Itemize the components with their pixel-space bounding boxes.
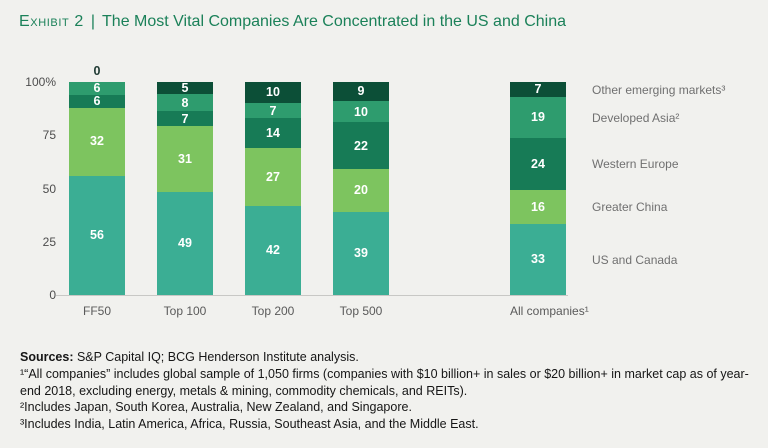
legend-western-europe: Western Europe [592, 156, 679, 171]
segment-value: 33 [531, 252, 545, 267]
bar-top-100: 49 31 7 8 5 Top 100 [157, 82, 213, 318]
bar-segment-western-europe: 22 [333, 122, 389, 170]
bar-segment-us-and-canada: 56 [69, 175, 125, 295]
segment-value: 20 [354, 183, 368, 198]
segment-value: 56 [90, 228, 104, 243]
bar-segment-us-and-canada: 42 [245, 205, 301, 295]
x-axis-line [56, 295, 568, 296]
segment-value: 42 [266, 243, 280, 258]
segment-value: 39 [354, 246, 368, 261]
bar-segment-us-and-canada: 49 [157, 191, 213, 295]
sources-line: Sources: S&P Capital IQ; BCG Henderson I… [20, 349, 756, 366]
category-label: Top 200 [251, 304, 295, 318]
segment-value: 14 [266, 125, 280, 140]
bar-segment-western-europe: 24 [510, 137, 566, 190]
bar-segment-developed-asia: 10 [333, 101, 389, 123]
segment-value: 49 [178, 236, 192, 251]
y-tick-100: 100% [25, 75, 56, 89]
segment-value: 10 [266, 85, 280, 100]
segment-value: 24 [531, 156, 545, 171]
bar-segment-developed-asia: 7 [245, 103, 301, 119]
bar-segment-other-emerging-markets: 7 [510, 82, 566, 98]
stacked-bar: 42 27 14 7 10 [245, 82, 301, 295]
bar-all-companies: 33 16 24 19 7 All companies¹ [510, 82, 589, 318]
bar-segment-western-europe: 6 [69, 93, 125, 108]
legend: US and Canada Greater China Western Europe… [592, 82, 764, 295]
category-label: FF50 [82, 304, 111, 318]
segment-value: 16 [531, 199, 545, 214]
stacked-bar: 56 32 6 6 [69, 82, 125, 295]
legend-us-and-canada: US and Canada [592, 252, 678, 267]
bar-segment-us-and-canada: 39 [333, 211, 389, 295]
bar-segment-western-europe: 7 [157, 111, 213, 127]
y-tick-0: 0 [49, 288, 56, 302]
bar-segment-western-europe: 14 [245, 118, 301, 149]
legend-greater-china: Greater China [592, 199, 668, 214]
segment-value: 7 [181, 111, 189, 126]
title-text: The Most Vital Companies Are Concentrate… [102, 13, 566, 30]
segment-value: 32 [90, 134, 104, 149]
segment-value: 22 [354, 138, 368, 153]
bar-segment-other-emerging-markets: 5 [157, 82, 213, 95]
segment-value: 27 [266, 169, 280, 184]
zero-value-label: 0 [93, 64, 101, 78]
segment-value: 5 [181, 80, 189, 95]
y-axis: 100% 75 50 25 0 [20, 75, 56, 302]
bars-row: 0 56 32 6 6 FF50 49 31 7 8 5 Top 100 42 27 14 7 10 Top 20… [69, 64, 589, 318]
footer-sources: Sources: S&P Capital IQ; BCG Henderson I… [20, 349, 756, 433]
title-separator: | [90, 13, 96, 30]
sources-label: Sources: [20, 350, 74, 364]
legend-developed-asia: Developed Asia² [592, 110, 680, 125]
segment-value: 7 [534, 82, 542, 97]
stacked-bar: 49 31 7 8 5 [157, 82, 213, 295]
stacked-bar: 39 20 22 10 9 [333, 82, 389, 295]
segment-value: 6 [93, 93, 101, 108]
page-title: Exhibit 2 | The Most Vital Companies Are C… [19, 13, 566, 31]
bar-segment-other-emerging-markets: 10 [245, 82, 301, 104]
bar-top-200: 42 27 14 7 10 Top 200 [245, 82, 301, 318]
segment-value: 31 [178, 151, 192, 166]
footnote-3: ³Includes India, Latin America, Africa, … [20, 417, 479, 431]
category-label: Top 500 [339, 304, 383, 318]
footnote-2: ²Includes Japan, South Korea, Australia,… [20, 400, 412, 415]
sources-text: S&P Capital IQ; BCG Henderson Institute … [73, 350, 359, 364]
bar-segment-greater-china: 16 [510, 189, 566, 224]
bar-segment-developed-asia: 19 [510, 97, 566, 138]
y-tick-75: 75 [42, 128, 56, 143]
legend-other-emerging-markets: Other emerging markets³ [592, 82, 726, 97]
segment-value: 10 [354, 104, 368, 119]
bar-segment-developed-asia: 8 [157, 94, 213, 112]
bar-segment-greater-china: 31 [157, 126, 213, 192]
segment-value: 19 [531, 110, 545, 125]
bar-segment-other-emerging-markets: 9 [333, 82, 389, 102]
footnote-1: ¹“All companies” includes global sample … [20, 366, 749, 398]
bar-segment-us-and-canada: 33 [510, 224, 566, 295]
segment-value: 6 [93, 81, 101, 96]
bar-top-500: 39 20 22 10 9 Top 500 [333, 82, 389, 318]
y-tick-25: 25 [42, 234, 56, 249]
exhibit-label: Exhibit 2 [19, 13, 84, 30]
bar-ff50: 0 56 32 6 6 FF50 [69, 64, 125, 318]
stacked-bar: 33 16 24 19 7 [510, 82, 566, 295]
segment-value: 8 [181, 95, 189, 110]
segment-value: 9 [357, 84, 365, 99]
bar-segment-developed-asia: 6 [69, 82, 125, 95]
category-label: Top 100 [163, 304, 207, 318]
y-tick-50: 50 [42, 181, 56, 196]
bar-segment-greater-china: 32 [69, 107, 125, 176]
category-label: All companies¹ [510, 304, 589, 318]
bar-segment-greater-china: 27 [245, 148, 301, 206]
segment-value: 7 [269, 103, 277, 118]
bar-segment-greater-china: 20 [333, 169, 389, 212]
